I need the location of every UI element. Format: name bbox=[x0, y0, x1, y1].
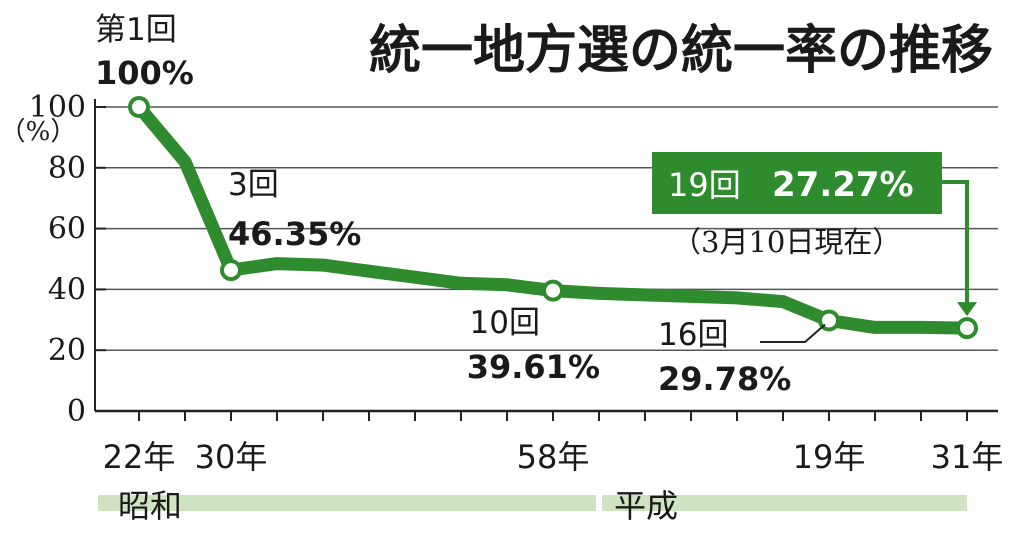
era-label: 平成 bbox=[614, 487, 678, 525]
leader-line bbox=[760, 323, 826, 343]
data-point bbox=[128, 96, 150, 118]
y-tick-label: 20 bbox=[48, 333, 86, 368]
data-labels: 第1回 100% 3回 46.35% 10回 39.61% 16回 29.78% bbox=[95, 12, 826, 398]
x-tick-label: 22年 bbox=[103, 438, 176, 476]
chart-title: 統一地方選の統一率の推移 bbox=[369, 21, 993, 81]
y-tick-label: 0 bbox=[67, 394, 86, 429]
y-tick-label: 80 bbox=[48, 151, 86, 186]
callout-note: （3月10日現在） bbox=[672, 225, 901, 259]
y-tick-label: 40 bbox=[48, 272, 86, 307]
data-point bbox=[542, 279, 564, 302]
callout-value: 27.27% bbox=[772, 165, 914, 205]
data-label-value: 29.78% bbox=[658, 360, 791, 398]
data-label-count: 16回 bbox=[658, 317, 728, 353]
latest-callout: 19回 27.27% （3月10日現在） bbox=[652, 152, 977, 317]
data-point bbox=[956, 317, 978, 340]
y-axis-unit: （%） bbox=[0, 117, 76, 147]
era-band bbox=[98, 495, 596, 511]
callout-arrowhead bbox=[957, 302, 977, 317]
era-band bbox=[602, 495, 967, 511]
y-tick-label: 60 bbox=[48, 212, 86, 247]
era-label: 昭和 bbox=[118, 487, 182, 525]
x-tick-label: 31年 bbox=[931, 438, 1004, 476]
axes: 0 20 40 60 80 100 22年 30年 58年 19年 31年 bbox=[29, 90, 1004, 476]
x-tick-label: 58年 bbox=[517, 438, 590, 476]
data-point bbox=[220, 259, 242, 282]
data-label-value: 100% bbox=[95, 54, 194, 92]
data-label-value: 39.61% bbox=[467, 348, 600, 386]
series-line bbox=[128, 96, 978, 340]
data-label-count: 10回 bbox=[470, 305, 540, 341]
callout-arrow bbox=[942, 180, 969, 307]
data-label-value: 46.35% bbox=[228, 215, 361, 253]
data-label-count: 第1回 bbox=[95, 12, 177, 48]
callout-box bbox=[652, 152, 942, 214]
x-tick-label: 30年 bbox=[195, 438, 268, 476]
y-tick-label: 100 bbox=[29, 90, 86, 125]
era-bands: 昭和 平成 bbox=[98, 487, 967, 525]
x-tick-label: 19年 bbox=[793, 438, 866, 476]
callout-count: 19回 bbox=[668, 166, 741, 204]
data-label-count: 3回 bbox=[228, 167, 279, 203]
